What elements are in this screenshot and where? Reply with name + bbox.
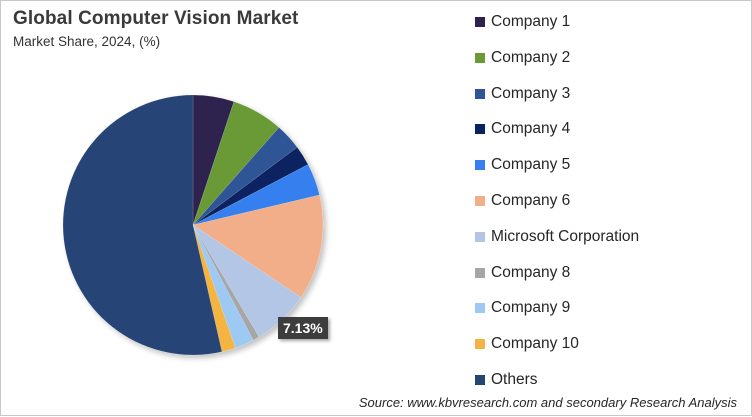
source-note: Source: www.kbvresearch.com and secondar… [358,395,737,410]
legend-label: Company 4 [491,120,571,138]
legend-swatch-icon [475,17,485,27]
legend-item-company-3: Company 3 [475,85,570,103]
pie-slice-company-6 [192,194,324,298]
legend-label: Company 9 [491,299,571,317]
legend-item-company-8: Company 8 [475,264,570,282]
legend-label: Company 10 [491,335,579,353]
legend-item-others: Others [475,371,538,389]
legend-item-microsoft-corporation: Microsoft Corporation [475,228,639,246]
legend-label: Company 8 [491,263,571,281]
legend-swatch-icon [475,52,485,63]
legend-swatch-icon [475,267,485,278]
legend-swatch-icon [475,231,485,242]
chart-subtitle: Market Share, 2024, (%) [13,34,161,49]
legend-swatch-icon [475,339,485,350]
legend-item-company-6: Company 6 [475,192,570,210]
legend-swatch-icon [475,196,485,206]
legend-label: Company 6 [491,192,571,209]
legend-item-company-5: Company 5 [475,156,570,174]
pie-slice-others [62,94,223,356]
legend-label: Company 1 [491,13,571,30]
legend-swatch-icon [475,375,485,385]
legend-label: Others [491,371,538,388]
data-label-microsoft: 7.13% [278,317,328,339]
legend-item-company-1: Company 1 [475,13,570,31]
legend-label: Company 5 [491,156,571,174]
legend-swatch-icon [475,124,485,135]
pie-svg [62,94,324,356]
pie-chart: 7.13% [1,1,441,417]
legend-label: Company 2 [491,48,571,66]
legend-item-company-4: Company 4 [475,120,570,138]
legend-item-company-9: Company 9 [475,299,570,317]
legend-item-company-10: Company 10 [475,335,579,353]
legend-item-company-2: Company 2 [475,49,570,67]
legend-swatch-icon [475,160,485,171]
legend-label: Microsoft Corporation [491,227,640,245]
legend-swatch-icon [475,88,485,99]
legend-swatch-icon [475,303,485,314]
legend-label: Company 3 [491,84,571,102]
chart-title: Global Computer Vision Market [13,8,299,29]
